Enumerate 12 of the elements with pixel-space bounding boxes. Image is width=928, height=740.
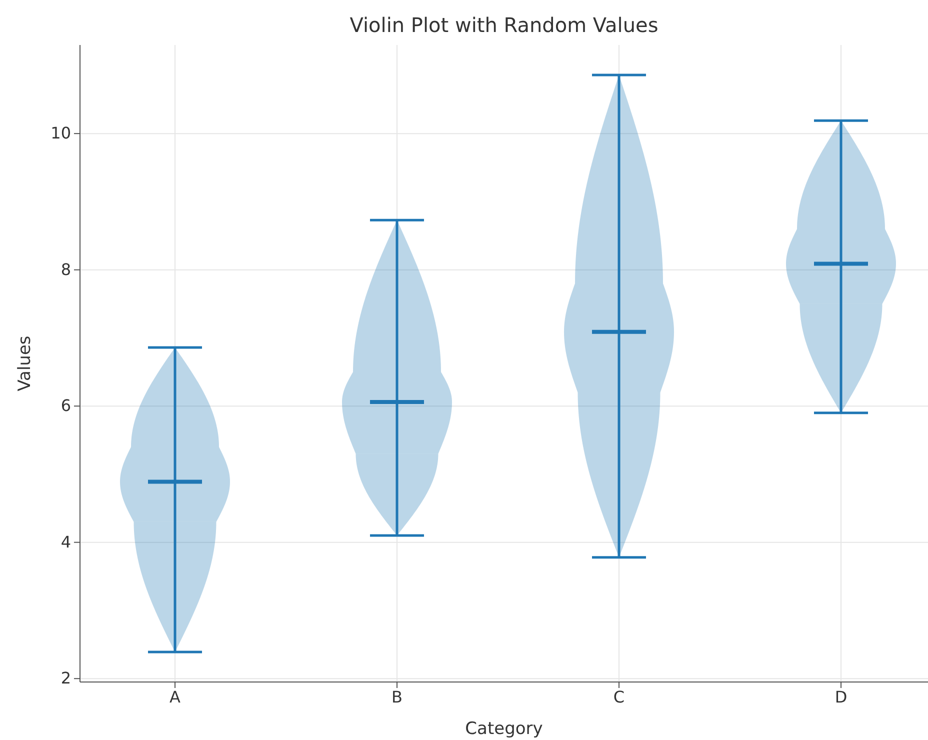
chart-title: Violin Plot with Random Values <box>350 13 658 37</box>
y-axis-title: Values <box>15 336 35 392</box>
x-tick-label: B <box>392 687 402 706</box>
y-tick-label: 10 <box>50 124 71 143</box>
x-tick-label: A <box>170 687 181 706</box>
x-tick-label: D <box>834 687 848 706</box>
x-axis-title: Category <box>465 719 543 739</box>
y-tick-label: 8 <box>60 260 71 279</box>
y-tick-label: 2 <box>60 668 71 688</box>
y-tick-label: 4 <box>60 532 71 552</box>
y-tick-label: 6 <box>60 396 71 416</box>
x-tick-label: C <box>613 687 625 706</box>
